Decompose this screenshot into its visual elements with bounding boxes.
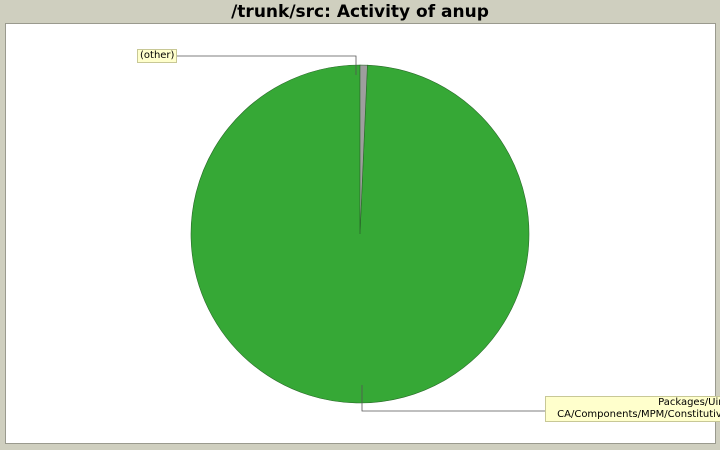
pie-slice-other [359,64,368,235]
chart-title: /trunk/src: Activity of anup [231,2,489,22]
slice-label-main-line1: Packages/Uim [658,397,720,408]
leader-line-main [361,385,545,412]
slice-label-other: (other) [137,49,178,63]
slice-label-main-line2: CA/Components/MPM/Constitutive [557,409,720,420]
slice-label-main: Packages/Uim CA/Components/MPM/Constitut… [545,396,720,422]
leader-line-other [174,55,357,75]
